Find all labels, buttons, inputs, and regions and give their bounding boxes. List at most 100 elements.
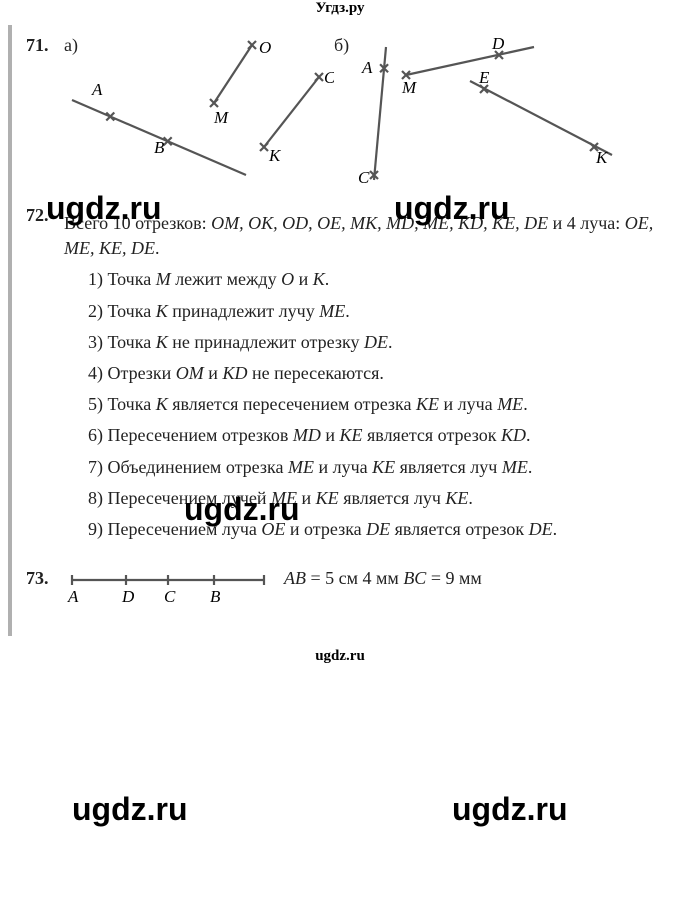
p72-item: 3) Точка K не принадлежит отрезку DE. [64, 330, 666, 355]
item-var: ME [502, 457, 528, 477]
item-var: KD [501, 425, 526, 445]
item-number: 8) [88, 488, 108, 508]
item-number: 6) [88, 425, 108, 445]
watermark: ugdz.ru [72, 791, 188, 828]
item-text: . [325, 269, 330, 289]
item-text: является отрезок [363, 425, 501, 445]
item-number: 4) [88, 363, 108, 383]
item-var: KE [416, 394, 439, 414]
item-var: KE [445, 488, 468, 508]
item-text: Пересечением лучей [108, 488, 272, 508]
item-var: ME [271, 488, 297, 508]
problem-71: 71. а) ABMOKC б) ACMDEK [26, 35, 666, 185]
item-var: ME [288, 457, 314, 477]
item-var: M [156, 269, 171, 289]
item-text: . [468, 488, 473, 508]
item-text: и [204, 363, 223, 383]
svg-text:B: B [210, 587, 221, 606]
item-text: . [388, 332, 393, 352]
item-var: DE [529, 519, 553, 539]
part-b-label: б) [334, 35, 349, 56]
item-text: является луч [395, 457, 502, 477]
segments-list: OM, OK, OD, OE, MK, MD, ME, KD, KE, DE [211, 213, 548, 233]
intro-text-b: и 4 луча: [548, 213, 625, 233]
p73-bc-val: = 9 мм [426, 568, 481, 588]
item-text: и луча [439, 394, 497, 414]
svg-text:E: E [478, 68, 490, 87]
svg-text:M: M [213, 108, 229, 127]
item-text: и [297, 488, 316, 508]
svg-text:C: C [324, 68, 334, 87]
p72-item: 1) Точка M лежит между O и K. [64, 267, 666, 292]
item-text: . [553, 519, 558, 539]
item-var: O [281, 269, 294, 289]
svg-text:D: D [491, 35, 505, 53]
diagram-71b: б) ACMDEK [334, 35, 634, 185]
item-text: . [345, 301, 350, 321]
item-var: MD [293, 425, 321, 445]
p73-text: AB = 5 см 4 мм BC = 9 мм [284, 568, 482, 589]
item-text: лежит между [171, 269, 281, 289]
item-var: KE [340, 425, 363, 445]
p72-item: 8) Пересечением лучей ME и KE является л… [64, 486, 666, 511]
svg-text:M: M [401, 78, 417, 97]
svg-text:D: D [121, 587, 135, 606]
item-var: ME [319, 301, 345, 321]
item-number: 9) [88, 519, 108, 539]
item-number: 7) [88, 457, 108, 477]
page-content: 71. а) ABMOKC б) ACMDEK 72. Всего 10 отр… [8, 25, 680, 636]
svg-text:A: A [91, 80, 103, 99]
p72-item: 7) Объединением отрезка ME и луча KE явл… [64, 455, 666, 480]
problem-72: 72. Всего 10 отрезков: OM, OK, OD, OE, M… [26, 205, 666, 548]
item-var: DE [364, 332, 388, 352]
item-text: . [526, 425, 531, 445]
problem-73: 73. A D C B AB = 5 см 4 мм BC = 9 мм [26, 568, 666, 608]
svg-text:C: C [164, 587, 176, 606]
item-text: и [321, 425, 340, 445]
item-text: и отрезка [285, 519, 366, 539]
item-var: KE [372, 457, 395, 477]
item-var: KD [222, 363, 247, 383]
p72-item: 9) Пересечением луча OE и отрезка DE явл… [64, 517, 666, 542]
svg-text:K: K [268, 146, 282, 165]
p72-item: 6) Пересечением отрезков MD и KE являетс… [64, 423, 666, 448]
svg-text:A: A [67, 587, 79, 606]
svg-text:B: B [154, 138, 165, 157]
item-var: KE [316, 488, 339, 508]
intro-text-a: Всего 10 отрезков: [64, 213, 211, 233]
item-var: K [156, 332, 168, 352]
svg-text:C: C [358, 168, 370, 185]
item-text: Точка [108, 301, 156, 321]
item-text: является пересечением отрезка [168, 394, 416, 414]
header-site: Угдз.ру [0, 0, 680, 17]
item-var: OE [261, 519, 285, 539]
period: . [155, 238, 160, 258]
item-var: DE [366, 519, 390, 539]
ruler-diagram-icon: ADCB [64, 568, 274, 608]
problem-number-72: 72. [26, 205, 64, 548]
item-text: не принадлежит отрезку [168, 332, 364, 352]
p73-ab: AB [284, 568, 306, 588]
item-text: Объединением отрезка [108, 457, 288, 477]
p72-intro: Всего 10 отрезков: OM, OK, OD, OE, MK, M… [64, 211, 666, 261]
diagram-71a: а) ABMOKC [64, 35, 334, 185]
problem-number-71: 71. [26, 35, 64, 185]
p72-item: 4) Отрезки OM и KD не пересекаются. [64, 361, 666, 386]
item-var: K [156, 301, 168, 321]
watermark: ugdz.ru [452, 791, 568, 828]
item-text: Точка [108, 394, 156, 414]
item-text: и луча [314, 457, 372, 477]
item-text: . [523, 394, 528, 414]
p72-item: 2) Точка K принадлежит лучу ME. [64, 299, 666, 324]
item-number: 3) [88, 332, 108, 352]
item-text: и [294, 269, 313, 289]
p73-ab-val: = 5 см 4 мм [306, 568, 403, 588]
problem-number-73: 73. [26, 568, 64, 608]
item-var: OM [176, 363, 204, 383]
svg-text:O: O [259, 38, 271, 57]
geometry-diagram-icon: ACMDEK [334, 35, 634, 185]
svg-text:A: A [361, 58, 373, 77]
item-text: . [528, 457, 533, 477]
p73-bc: BC [403, 568, 426, 588]
geometry-diagram-icon: A B M O K C [64, 35, 334, 185]
